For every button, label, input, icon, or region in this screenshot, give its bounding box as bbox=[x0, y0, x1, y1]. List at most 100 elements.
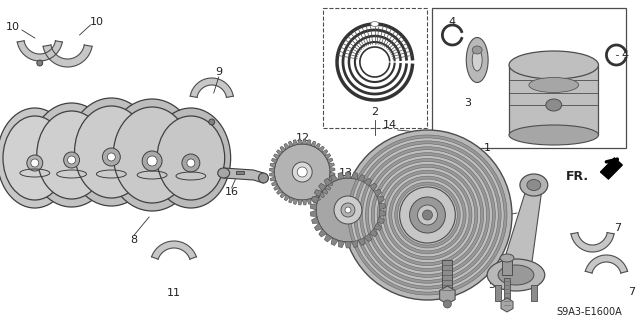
FancyBboxPatch shape bbox=[323, 8, 428, 128]
Polygon shape bbox=[280, 192, 286, 198]
Text: 13: 13 bbox=[339, 168, 353, 178]
Ellipse shape bbox=[467, 38, 488, 83]
Polygon shape bbox=[280, 146, 285, 152]
Polygon shape bbox=[329, 163, 334, 167]
Text: 11: 11 bbox=[167, 288, 181, 298]
Polygon shape bbox=[289, 141, 293, 147]
Polygon shape bbox=[224, 168, 264, 183]
Polygon shape bbox=[358, 174, 365, 182]
Circle shape bbox=[360, 147, 495, 283]
Text: 4: 4 bbox=[449, 17, 456, 27]
Ellipse shape bbox=[3, 116, 67, 200]
Polygon shape bbox=[276, 150, 282, 156]
Polygon shape bbox=[274, 185, 280, 190]
Circle shape bbox=[275, 144, 330, 200]
Circle shape bbox=[108, 153, 115, 161]
Bar bbox=[502, 260, 512, 275]
Ellipse shape bbox=[371, 21, 379, 26]
Ellipse shape bbox=[75, 106, 148, 198]
Polygon shape bbox=[358, 238, 365, 245]
Text: 7: 7 bbox=[628, 287, 635, 297]
Bar bbox=[504, 278, 510, 306]
Polygon shape bbox=[307, 140, 311, 145]
Polygon shape bbox=[377, 217, 385, 223]
Polygon shape bbox=[303, 200, 307, 205]
Circle shape bbox=[142, 151, 162, 171]
Polygon shape bbox=[324, 154, 331, 159]
Polygon shape bbox=[329, 176, 334, 181]
Text: 17: 17 bbox=[483, 250, 497, 260]
Circle shape bbox=[343, 130, 512, 300]
Text: 14: 14 bbox=[383, 120, 397, 130]
Text: 12: 12 bbox=[296, 133, 310, 143]
Circle shape bbox=[374, 161, 481, 269]
Circle shape bbox=[351, 138, 504, 292]
Ellipse shape bbox=[127, 127, 137, 133]
Polygon shape bbox=[322, 150, 328, 155]
Bar bbox=[531, 285, 537, 301]
Polygon shape bbox=[293, 140, 298, 145]
Text: 16: 16 bbox=[225, 187, 239, 197]
Text: 10: 10 bbox=[6, 22, 20, 32]
Polygon shape bbox=[377, 196, 385, 203]
Polygon shape bbox=[325, 185, 331, 190]
Polygon shape bbox=[310, 204, 317, 210]
Polygon shape bbox=[345, 242, 351, 248]
Polygon shape bbox=[319, 229, 326, 237]
Bar bbox=[509, 65, 598, 135]
Ellipse shape bbox=[167, 137, 177, 144]
Ellipse shape bbox=[68, 98, 155, 206]
Circle shape bbox=[377, 164, 478, 266]
Polygon shape bbox=[319, 183, 326, 191]
Polygon shape bbox=[289, 197, 294, 203]
Polygon shape bbox=[298, 200, 302, 205]
Polygon shape bbox=[351, 173, 358, 180]
Polygon shape bbox=[190, 78, 234, 97]
Polygon shape bbox=[440, 286, 455, 304]
Polygon shape bbox=[324, 178, 332, 186]
Circle shape bbox=[36, 60, 43, 66]
Polygon shape bbox=[324, 234, 332, 242]
Polygon shape bbox=[379, 203, 386, 210]
Polygon shape bbox=[311, 141, 316, 147]
Circle shape bbox=[383, 170, 472, 260]
Circle shape bbox=[209, 119, 215, 125]
Polygon shape bbox=[327, 158, 333, 163]
Ellipse shape bbox=[259, 173, 268, 183]
Ellipse shape bbox=[527, 180, 541, 190]
Polygon shape bbox=[364, 178, 371, 186]
Circle shape bbox=[316, 178, 380, 242]
Polygon shape bbox=[586, 255, 628, 273]
Circle shape bbox=[422, 210, 433, 220]
Text: 1: 1 bbox=[484, 143, 491, 153]
Polygon shape bbox=[501, 298, 513, 312]
Text: 7: 7 bbox=[614, 223, 621, 233]
Polygon shape bbox=[374, 189, 381, 197]
Bar bbox=[236, 171, 244, 174]
Polygon shape bbox=[501, 190, 542, 270]
Text: 8: 8 bbox=[131, 235, 138, 245]
Circle shape bbox=[102, 148, 120, 166]
Polygon shape bbox=[307, 199, 311, 204]
Text: 5: 5 bbox=[488, 280, 495, 290]
Ellipse shape bbox=[0, 108, 72, 208]
Polygon shape bbox=[294, 199, 298, 204]
Polygon shape bbox=[351, 241, 358, 248]
Ellipse shape bbox=[151, 108, 230, 208]
Circle shape bbox=[63, 152, 79, 168]
Ellipse shape bbox=[157, 116, 225, 200]
Circle shape bbox=[147, 156, 157, 166]
Circle shape bbox=[365, 153, 490, 277]
Polygon shape bbox=[319, 192, 324, 198]
Polygon shape bbox=[152, 241, 196, 259]
Circle shape bbox=[369, 156, 486, 274]
Circle shape bbox=[397, 185, 458, 245]
Ellipse shape bbox=[487, 259, 545, 291]
Polygon shape bbox=[43, 45, 92, 67]
Text: 3: 3 bbox=[464, 98, 471, 108]
Circle shape bbox=[395, 182, 460, 248]
Text: 15: 15 bbox=[431, 247, 445, 257]
Ellipse shape bbox=[520, 174, 548, 196]
Polygon shape bbox=[364, 234, 372, 242]
Polygon shape bbox=[298, 139, 302, 144]
